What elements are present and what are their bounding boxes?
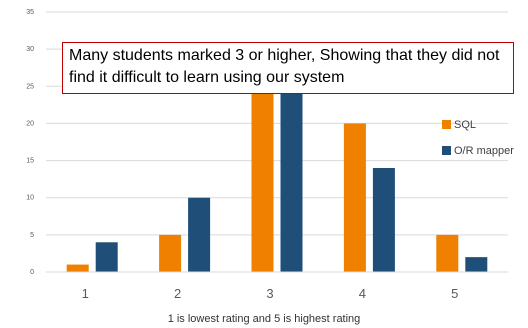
x-tick-label: 3 bbox=[266, 286, 273, 301]
y-tick-label: 15 bbox=[26, 158, 34, 165]
y-tick-label: 0 bbox=[30, 269, 34, 276]
y-tick-label: 35 bbox=[26, 9, 34, 16]
legend-label: O/R mapper bbox=[454, 145, 514, 157]
bar-sql-3 bbox=[251, 86, 274, 273]
x-tick-label: 4 bbox=[359, 286, 366, 301]
x-tick-label: 5 bbox=[451, 286, 458, 301]
x-axis-label: 1 is lowest rating and 5 is highest rati… bbox=[168, 313, 361, 325]
bar-o-r-mapper-1 bbox=[95, 242, 118, 272]
annotation-callout: Many students marked 3 or higher, Showin… bbox=[62, 42, 514, 94]
bar-sql-1 bbox=[66, 264, 89, 272]
y-tick-label: 25 bbox=[26, 83, 34, 90]
y-axis-ticks: 0 5 10 15 20 25 30 35 bbox=[26, 9, 34, 276]
legend-label: SQL bbox=[454, 119, 476, 131]
x-axis-ticks: 1 2 3 4 5 bbox=[82, 286, 459, 301]
bar-sql-4 bbox=[343, 123, 366, 272]
bar-o-r-mapper-3 bbox=[280, 86, 303, 273]
bar-o-r-mapper-2 bbox=[188, 197, 211, 272]
bars bbox=[66, 86, 488, 273]
bar-o-r-mapper-4 bbox=[372, 168, 395, 272]
bar-sql-2 bbox=[159, 234, 182, 272]
y-tick-label: 10 bbox=[26, 195, 34, 202]
bar-o-r-mapper-5 bbox=[465, 257, 488, 272]
y-tick-label: 20 bbox=[26, 120, 34, 127]
x-tick-label: 1 bbox=[82, 286, 89, 301]
y-tick-label: 30 bbox=[26, 46, 34, 53]
legend: SQL O/R mapper bbox=[442, 119, 514, 157]
bar-sql-5 bbox=[436, 234, 459, 272]
y-tick-label: 5 bbox=[30, 232, 34, 239]
x-tick-label: 2 bbox=[174, 286, 181, 301]
legend-swatch bbox=[442, 120, 451, 129]
legend-swatch bbox=[442, 146, 451, 155]
